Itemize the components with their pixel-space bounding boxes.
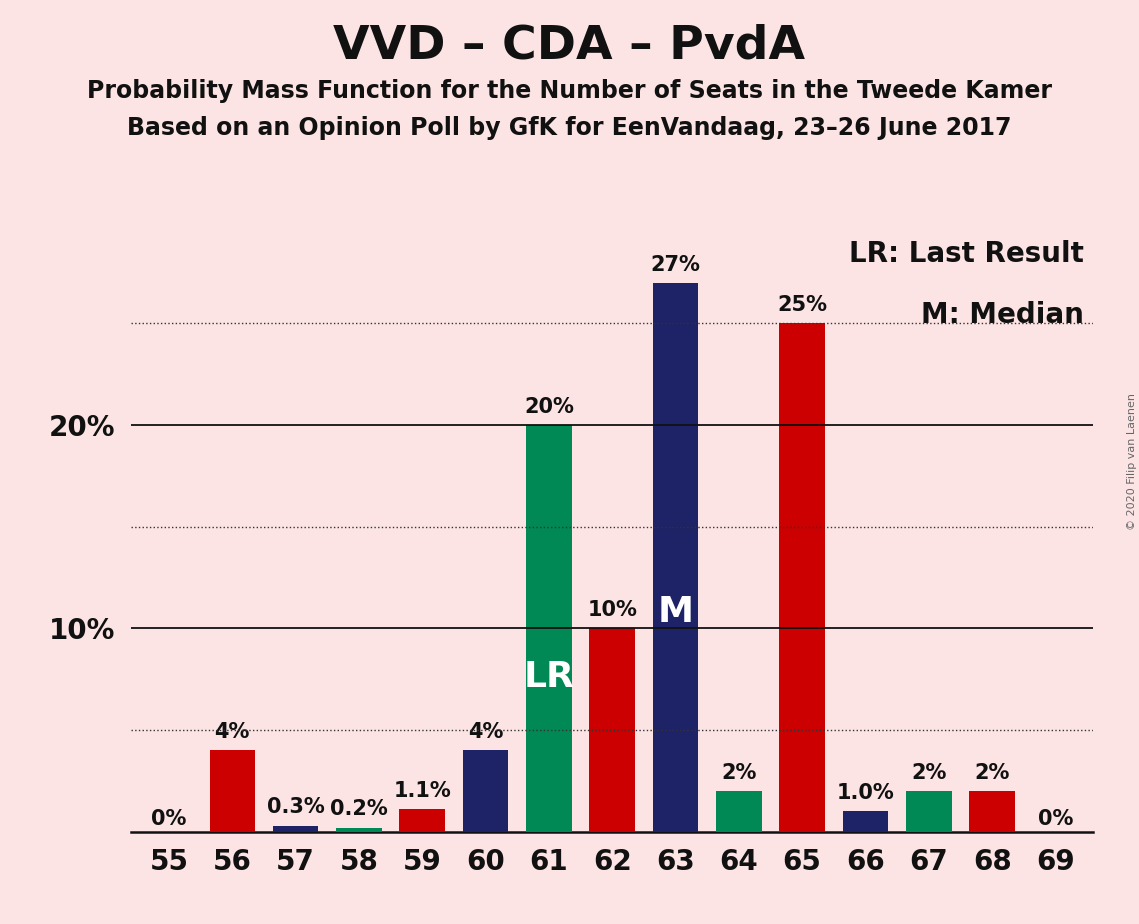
Text: 10%: 10% [588, 601, 637, 620]
Text: LR: Last Result: LR: Last Result [849, 240, 1084, 268]
Text: LR: LR [524, 660, 574, 694]
Text: 2%: 2% [911, 763, 947, 783]
Bar [779, 323, 825, 832]
Text: VVD – CDA – PvdA: VVD – CDA – PvdA [334, 23, 805, 68]
Bar [210, 750, 255, 832]
Text: 2%: 2% [975, 763, 1010, 783]
Bar [336, 828, 382, 832]
Text: 0%: 0% [1038, 808, 1073, 829]
Text: 27%: 27% [650, 255, 700, 274]
Bar [969, 791, 1015, 832]
Text: © 2020 Filip van Laenen: © 2020 Filip van Laenen [1126, 394, 1137, 530]
Bar [716, 791, 762, 832]
Bar [273, 825, 319, 832]
Text: 25%: 25% [777, 296, 827, 315]
Text: 0%: 0% [151, 808, 187, 829]
Bar [906, 791, 951, 832]
Text: 0.2%: 0.2% [330, 799, 387, 820]
Text: 4%: 4% [214, 723, 249, 742]
Text: Probability Mass Function for the Number of Seats in the Tweede Kamer: Probability Mass Function for the Number… [87, 79, 1052, 103]
Text: 1.0%: 1.0% [837, 784, 894, 803]
Text: 0.3%: 0.3% [267, 797, 325, 818]
Bar [653, 283, 698, 832]
Text: 4%: 4% [468, 723, 503, 742]
Bar [400, 809, 445, 832]
Text: 1.1%: 1.1% [393, 781, 451, 801]
Text: M: M [657, 595, 694, 629]
Bar [589, 628, 636, 832]
Text: Based on an Opinion Poll by GfK for EenVandaag, 23–26 June 2017: Based on an Opinion Poll by GfK for EenV… [128, 116, 1011, 140]
Bar [462, 750, 508, 832]
Bar [526, 425, 572, 832]
Text: M: Median: M: Median [921, 301, 1084, 329]
Text: 20%: 20% [524, 397, 574, 417]
Bar [843, 811, 888, 832]
Text: 2%: 2% [721, 763, 756, 783]
